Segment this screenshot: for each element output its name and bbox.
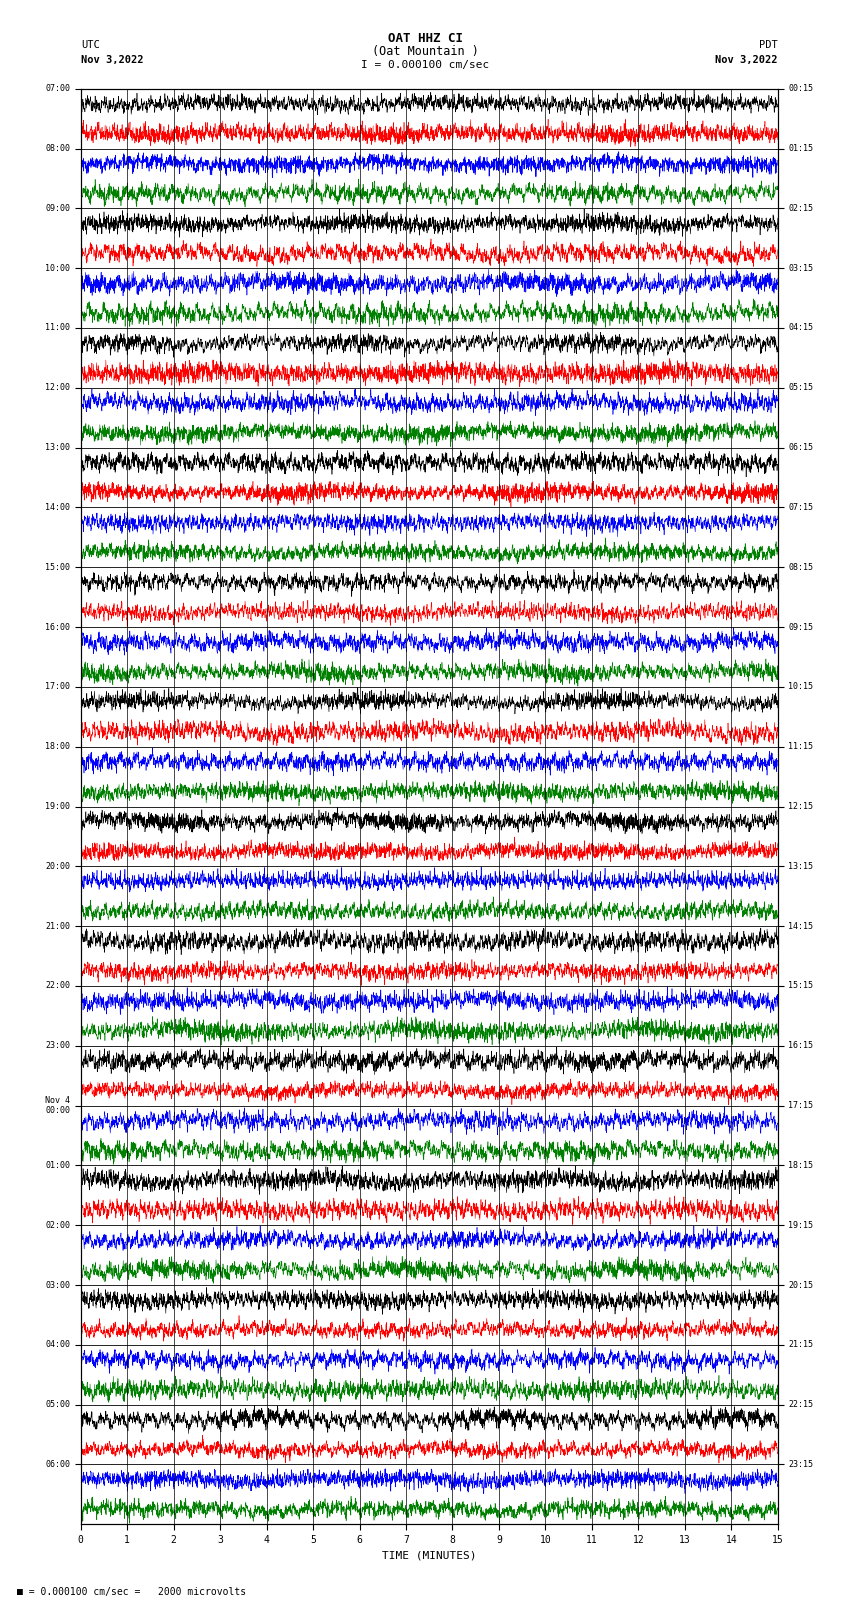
Text: I = 0.000100 cm/sec: I = 0.000100 cm/sec	[361, 60, 489, 69]
X-axis label: TIME (MINUTES): TIME (MINUTES)	[382, 1550, 477, 1560]
Text: Nov 3,2022: Nov 3,2022	[715, 55, 778, 65]
Text: (Oat Mountain ): (Oat Mountain )	[371, 45, 479, 58]
Text: PDT: PDT	[759, 40, 778, 50]
Text: ■ = 0.000100 cm/sec =   2000 microvolts: ■ = 0.000100 cm/sec = 2000 microvolts	[17, 1587, 246, 1597]
Text: UTC: UTC	[81, 40, 99, 50]
Text: OAT HHZ CI: OAT HHZ CI	[388, 32, 462, 45]
Text: Nov 3,2022: Nov 3,2022	[81, 55, 144, 65]
